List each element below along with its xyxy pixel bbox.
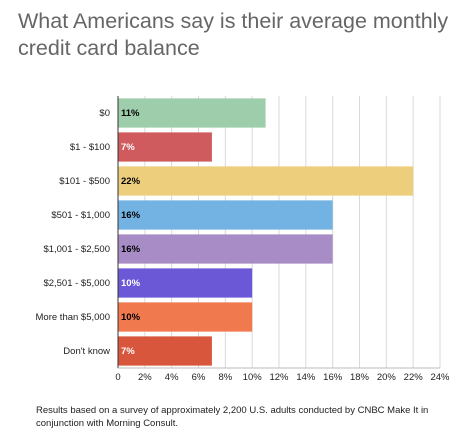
x-tick-label: 8% [218,372,232,383]
x-tick-label: 2% [138,372,152,383]
x-tick-label: 10% [243,372,263,383]
bar [118,336,212,366]
data-label: 22% [121,176,141,187]
x-tick-label: 6% [192,372,206,383]
bar [118,302,253,332]
x-tick-label: 22% [404,372,424,383]
category-label: More than $5,000 [36,312,110,323]
x-tick-label: 20% [377,372,397,383]
category-label: $101 - $500 [59,176,110,187]
category-label: $1 - $100 [70,142,110,153]
footnote: Results based on a survey of approximate… [36,405,429,429]
data-label: 11% [121,108,140,119]
data-label: 7% [121,142,135,153]
category-label: $2,501 - $5,000 [43,278,110,289]
x-tick-label: 4% [165,372,179,383]
category-label: $1,001 - $2,500 [43,244,110,255]
data-label: 10% [121,278,141,289]
x-tick-label: 18% [350,372,370,383]
x-tick-label: 24% [430,372,450,383]
data-label: 7% [121,346,135,357]
x-tick-label: 14% [296,372,316,383]
bar [118,98,266,128]
x-tick-label: 0 [115,372,120,383]
axes: 0 2% 4% 6% 8% 10% 12% 14% 16% 18% 20% 22% 24% $0 $1 - … [36,96,450,383]
bar [118,132,212,162]
x-tick-label: 16% [323,372,343,383]
bar [118,234,333,264]
data-label: 16% [121,210,141,221]
category-label: $0 [99,108,110,119]
x-tick-label: 12% [269,372,289,383]
data-label: 16% [121,244,141,255]
bar [118,166,414,196]
category-label: Don't know [63,346,110,357]
bars: 11% 7% 22% 16% 16% 10% 10% 7% [118,98,414,366]
bar [118,268,253,298]
category-label: $501 - $1,000 [51,210,110,221]
chart-title: What Americans say is their average mont… [18,9,449,60]
data-label: 10% [121,312,141,323]
bar [118,200,333,230]
